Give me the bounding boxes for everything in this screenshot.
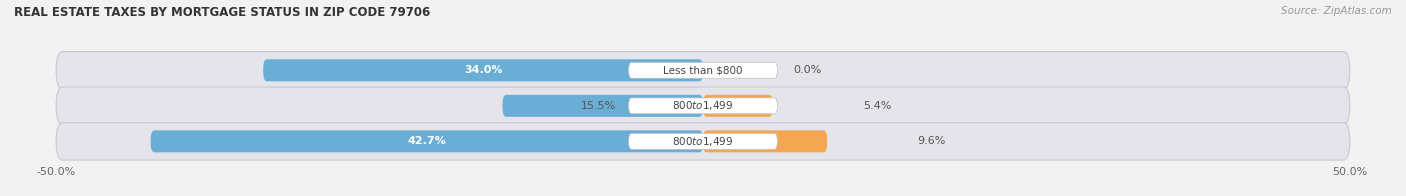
Text: $800 to $1,499: $800 to $1,499	[672, 135, 734, 148]
FancyBboxPatch shape	[263, 59, 703, 81]
FancyBboxPatch shape	[628, 133, 778, 149]
Text: 15.5%: 15.5%	[581, 101, 616, 111]
Text: 5.4%: 5.4%	[863, 101, 891, 111]
Text: $800 to $1,499: $800 to $1,499	[672, 99, 734, 112]
Text: 42.7%: 42.7%	[408, 136, 446, 146]
FancyBboxPatch shape	[56, 123, 1350, 160]
FancyBboxPatch shape	[502, 95, 703, 117]
FancyBboxPatch shape	[150, 130, 703, 152]
Text: 0.0%: 0.0%	[793, 65, 821, 75]
Text: Source: ZipAtlas.com: Source: ZipAtlas.com	[1281, 6, 1392, 16]
FancyBboxPatch shape	[703, 130, 827, 152]
Text: 34.0%: 34.0%	[464, 65, 502, 75]
Text: 9.6%: 9.6%	[917, 136, 945, 146]
FancyBboxPatch shape	[628, 98, 778, 114]
FancyBboxPatch shape	[56, 52, 1350, 89]
Text: Less than $800: Less than $800	[664, 65, 742, 75]
FancyBboxPatch shape	[56, 87, 1350, 125]
FancyBboxPatch shape	[703, 95, 773, 117]
FancyBboxPatch shape	[628, 62, 778, 78]
Text: REAL ESTATE TAXES BY MORTGAGE STATUS IN ZIP CODE 79706: REAL ESTATE TAXES BY MORTGAGE STATUS IN …	[14, 6, 430, 19]
